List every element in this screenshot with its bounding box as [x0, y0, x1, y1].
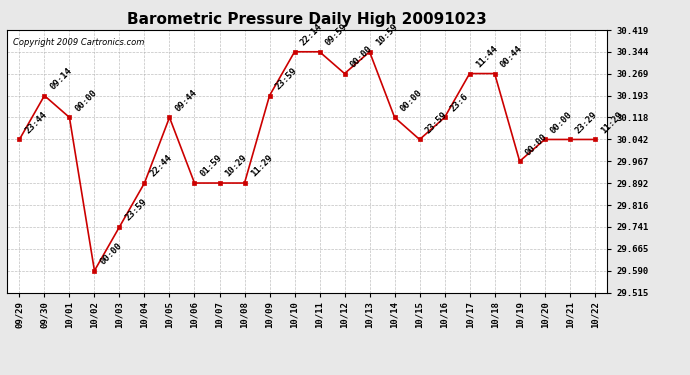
Text: 00:00: 00:00: [348, 44, 374, 69]
Text: 10:29: 10:29: [224, 153, 249, 179]
Text: 01:59: 01:59: [199, 153, 224, 179]
Text: 00:00: 00:00: [524, 132, 549, 157]
Text: 22:14: 22:14: [299, 22, 324, 48]
Text: 23:59: 23:59: [124, 197, 149, 223]
Text: 23:6: 23:6: [448, 92, 471, 113]
Text: 22:44: 22:44: [148, 153, 174, 179]
Text: 00:00: 00:00: [99, 241, 124, 267]
Title: Barometric Pressure Daily High 20091023: Barometric Pressure Daily High 20091023: [127, 12, 487, 27]
Text: 23:29: 23:29: [574, 110, 599, 135]
Text: 09:59: 09:59: [324, 22, 349, 48]
Text: 10:59: 10:59: [374, 22, 399, 48]
Text: 00:00: 00:00: [399, 88, 424, 113]
Text: 00:00: 00:00: [549, 110, 574, 135]
Text: 00:44: 00:44: [499, 44, 524, 69]
Text: 09:14: 09:14: [48, 66, 74, 92]
Text: 11:29: 11:29: [248, 153, 274, 179]
Text: Copyright 2009 Cartronics.com: Copyright 2009 Cartronics.com: [13, 38, 144, 47]
Text: 11:29: 11:29: [599, 110, 624, 135]
Text: 09:44: 09:44: [174, 88, 199, 113]
Text: 23:59: 23:59: [274, 66, 299, 92]
Text: 23:44: 23:44: [23, 110, 49, 135]
Text: 11:44: 11:44: [474, 44, 499, 69]
Text: 23:59: 23:59: [424, 110, 449, 135]
Text: 00:00: 00:00: [74, 88, 99, 113]
